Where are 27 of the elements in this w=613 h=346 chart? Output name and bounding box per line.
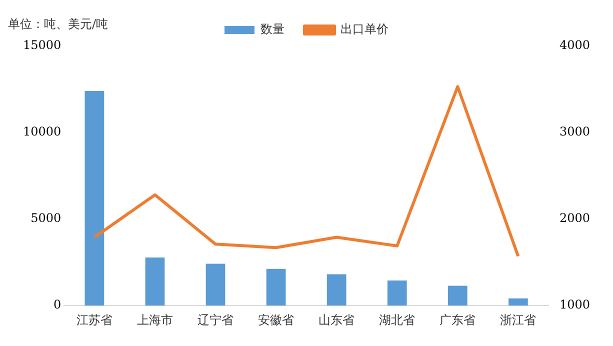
bar bbox=[206, 264, 226, 306]
bar bbox=[326, 274, 346, 306]
x-tick-label: 浙江省 bbox=[500, 312, 536, 327]
bar bbox=[448, 286, 468, 306]
bar bbox=[508, 298, 528, 306]
y2-tick-label: 1000 bbox=[559, 298, 590, 312]
bar bbox=[84, 91, 104, 306]
y-tick-label: 0 bbox=[54, 298, 62, 312]
x-tick-label: 湖北省 bbox=[379, 312, 416, 327]
text: 单位：吨、美元/吨 bbox=[8, 16, 108, 33]
y2-tick-label: 3000 bbox=[559, 124, 590, 139]
x-tick-label: 广东省 bbox=[440, 312, 476, 327]
bar bbox=[266, 268, 286, 306]
x-tick-label: 江苏省 bbox=[76, 312, 112, 327]
legend-label: 数量 bbox=[260, 22, 284, 36]
y2-tick-label: 4000 bbox=[559, 38, 590, 52]
x-tick-label: 上海市 bbox=[136, 312, 173, 327]
y-tick-label: 15000 bbox=[22, 38, 62, 52]
y2-tick-label: 2000 bbox=[559, 211, 590, 226]
y-tick-label: 10000 bbox=[22, 124, 62, 139]
x-tick-label: 安徽省 bbox=[258, 312, 294, 327]
y-tick-label: 5000 bbox=[30, 211, 62, 226]
bar bbox=[145, 257, 165, 306]
legend-label: 出口单价 bbox=[340, 22, 388, 36]
x-tick-label: 辽宁省 bbox=[198, 312, 234, 327]
bar bbox=[387, 280, 407, 306]
x-tick-label: 山东省 bbox=[318, 312, 355, 327]
